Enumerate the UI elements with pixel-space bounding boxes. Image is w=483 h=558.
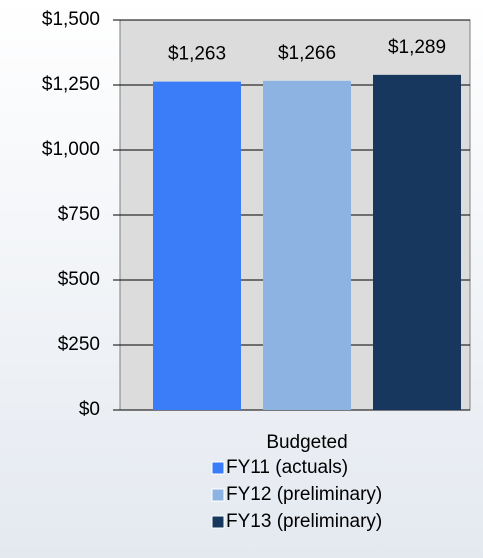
bar [263, 80, 351, 410]
y-tick-label: $1,000 [42, 139, 100, 160]
data-label: $1,266 [278, 43, 336, 64]
y-tick-label: $750 [58, 204, 100, 225]
y-tick-label: $1,250 [42, 74, 100, 95]
legend-label: FY13 (preliminary) [226, 511, 382, 532]
y-tick-label: $250 [58, 334, 100, 355]
legend-label: FY11 (actuals) [226, 457, 348, 478]
bar [153, 81, 241, 411]
data-label: $1,289 [388, 37, 446, 58]
legend-label: FY12 (preliminary) [226, 484, 382, 505]
legend-swatch [211, 461, 225, 475]
legend-swatch [211, 488, 225, 502]
y-tick-label: $0 [79, 399, 100, 420]
legend-swatch [211, 515, 225, 529]
bar [373, 74, 461, 411]
x-tick-label: Budgeted [266, 432, 347, 453]
y-tick-label: $500 [58, 269, 100, 290]
data-label: $1,263 [168, 44, 226, 65]
y-tick-label: $1,500 [42, 9, 100, 30]
